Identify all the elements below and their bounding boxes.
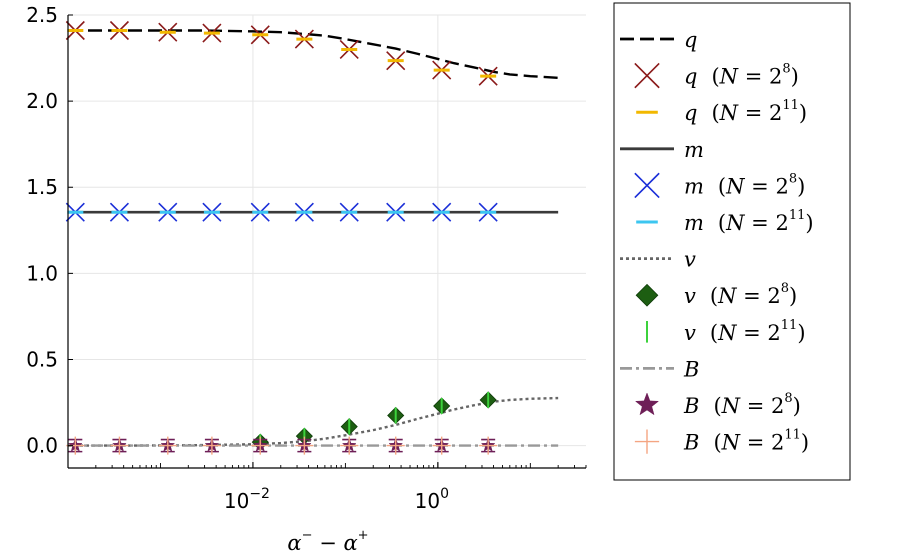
y-tick-label: 2.0 [26,89,58,113]
x-label-minus-superscript: − [302,528,313,543]
legend-label: v (N = 211) [684,318,806,345]
x-axis-label: α− − α+ [287,528,368,554]
svg-text:α− − α+: α− − α+ [287,528,368,554]
marker-B (N=2^11) [432,436,451,455]
marker-B (N=2^11) [340,436,359,455]
y-tick-label: 0.5 [26,347,58,371]
marker-B (N=2^11) [295,436,314,455]
y-tick-label: 0.0 [26,434,58,458]
axes: 0.0 0.5 1.0 1.5 2.0 2.5 10−2 100 [26,3,587,513]
y-tick-label: 1.0 [26,261,58,285]
marker-B (N=2^11) [158,436,177,455]
legend-label: B (N = 211) [683,428,809,455]
marker-B (N=2^11) [386,436,405,455]
marker-q (N=2^8) [634,62,660,89]
marker-m (N=2^8) [634,172,660,199]
legend-label: q [684,28,697,52]
legend-label: B [683,357,699,381]
marker-B (N=2^11) [479,436,498,455]
legend-label: m (N = 211) [684,208,814,235]
x-tick-label: 100 [415,486,449,513]
x-label-alpha-minus: α [287,531,301,554]
legend-label: B (N = 28) [683,391,801,418]
legend-label: q (N = 28) [684,62,799,89]
marker-v (N=2^8) [635,283,659,307]
legend-label: v (N = 28) [684,281,797,308]
y-tick-label: 2.5 [26,3,58,27]
x-label-alpha-plus: α [343,531,357,554]
legend-label: m (N = 28) [684,171,805,198]
legend-label: v [684,248,696,272]
series-markers [65,20,498,455]
marker-B (N=2^11) [110,436,129,455]
y-tick-label: 1.5 [26,175,58,199]
legend-label: q (N = 211) [684,98,807,125]
marker-B (N=2^11) [202,436,221,455]
x-label-minus-operator: − [313,531,344,554]
marker-B (N=2^11) [634,429,660,454]
legend: q q (N = 28) q (N = 211) m m (N = 28) m (N = 211)… [613,2,851,481]
legend-label: m [684,138,704,162]
marker-B (N=2^8) [634,392,660,416]
x-label-plus-superscript: + [358,528,369,543]
marker-B (N=2^11) [251,436,270,455]
x-tick-label: 10−2 [224,486,270,513]
series-line-v [68,396,559,447]
